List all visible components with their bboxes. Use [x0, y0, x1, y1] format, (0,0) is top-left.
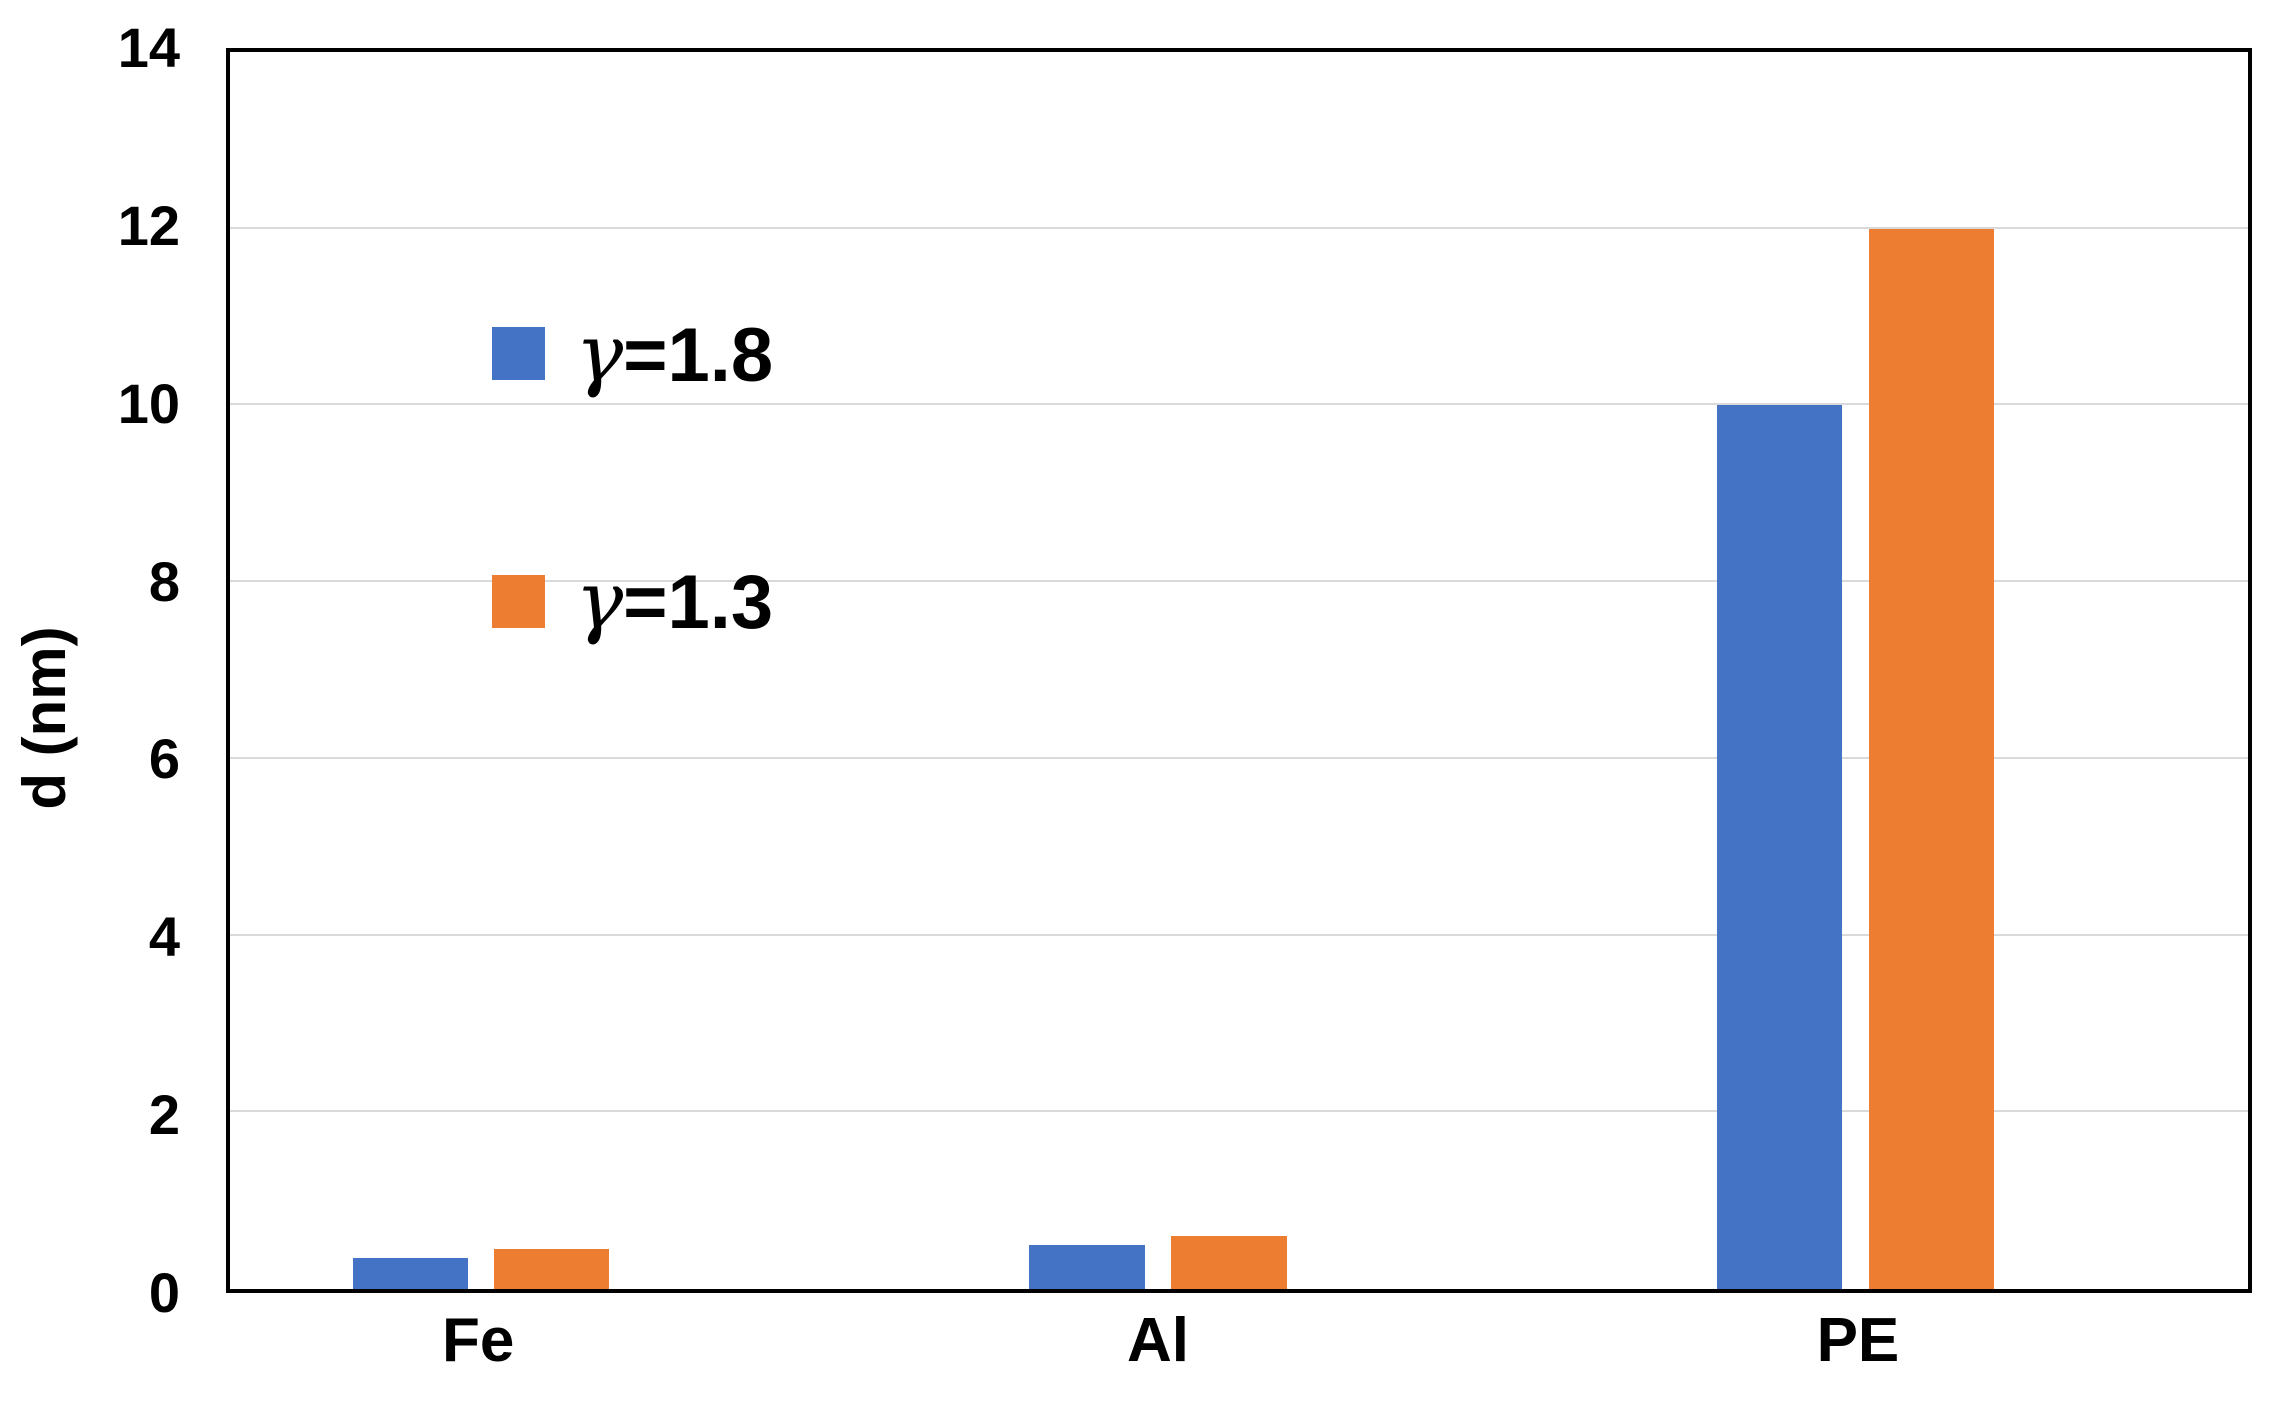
bar-al-series-1	[1029, 1244, 1146, 1289]
gridline-10	[230, 403, 2248, 406]
legend-swatch-1	[492, 327, 546, 381]
plot-area: γ=1.8 γ=1.3	[226, 48, 2252, 1293]
y-tick-label-8: 8	[148, 549, 180, 613]
gridline-6	[230, 756, 2248, 759]
bar-fe-series-1	[353, 1258, 469, 1289]
x-axis: Fe Al PE	[226, 1310, 2252, 1400]
y-tick-label-6: 6	[148, 727, 180, 791]
bar-group-pe	[1717, 52, 1994, 1289]
y-tick-label-10: 10	[117, 371, 180, 435]
bar-pe-series-1	[1717, 405, 1842, 1289]
y-tick-label-4: 4	[148, 905, 180, 969]
bar-group-fe	[353, 52, 610, 1289]
legend-label-1: γ=1.8	[575, 306, 774, 400]
gridline-4	[230, 933, 2248, 936]
y-axis: d (nm) 0 2 4 6 8 10 12 14	[0, 20, 181, 1321]
gamma-symbol: γ	[575, 554, 624, 648]
bar-pe-series-2	[1869, 228, 1994, 1289]
legend-label-2: γ=1.3	[575, 554, 774, 648]
bar-group-al	[1029, 52, 1288, 1289]
y-tick-label-12: 12	[117, 193, 180, 257]
gridline-8	[230, 580, 2248, 583]
gridline-12	[230, 226, 2248, 229]
bar-fe-series-2	[494, 1249, 610, 1289]
x-tick-label-pe: PE	[1816, 1306, 1900, 1375]
gridline-2	[230, 1110, 2248, 1113]
y-tick-label-2: 2	[148, 1083, 180, 1147]
legend-item-2: γ=1.3	[492, 561, 773, 641]
y-tick-label-0: 0	[148, 1261, 180, 1324]
bar-al-series-2	[1171, 1236, 1288, 1289]
gamma-symbol: γ	[575, 306, 624, 400]
x-tick-label-fe: Fe	[442, 1306, 515, 1375]
x-tick-label-al: Al	[1126, 1306, 1189, 1375]
y-tick-label-14: 14	[117, 16, 180, 79]
legend-swatch-2	[492, 574, 546, 628]
legend-item-1: γ=1.8	[492, 306, 774, 400]
